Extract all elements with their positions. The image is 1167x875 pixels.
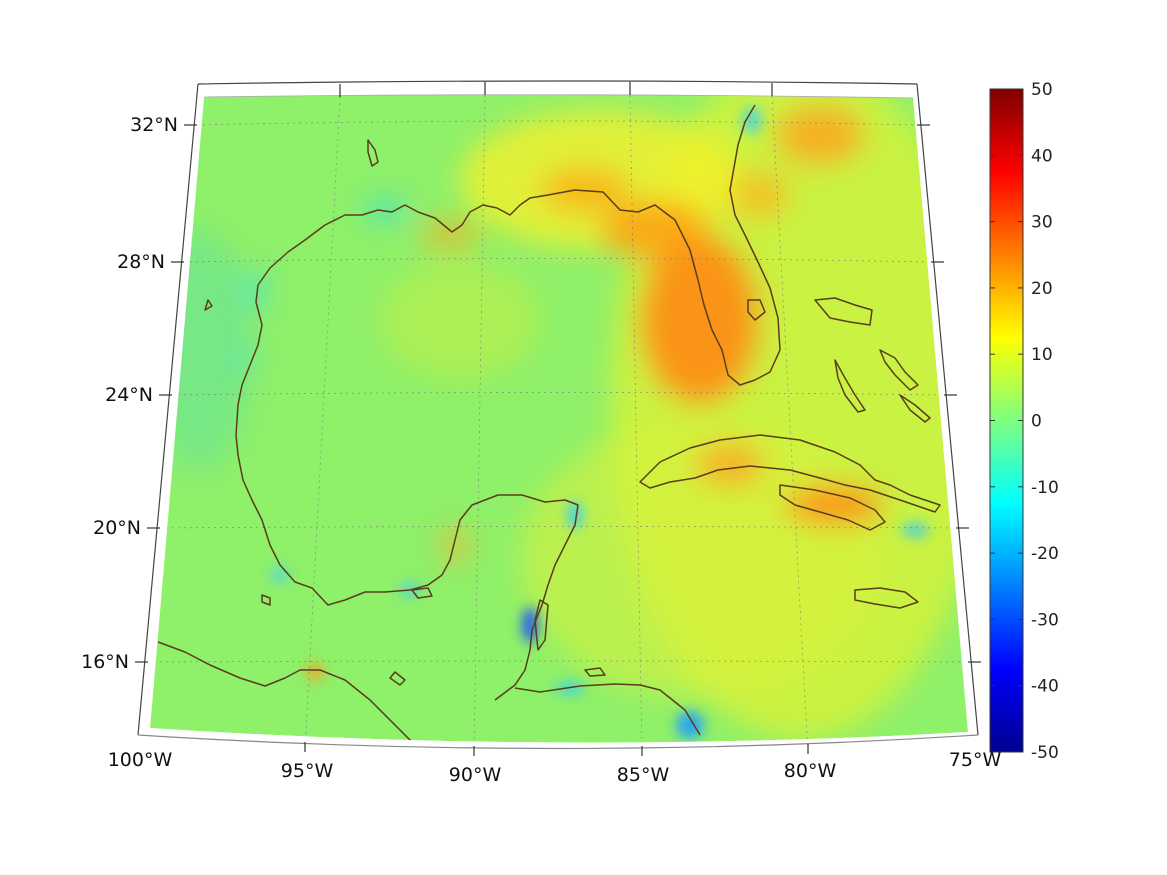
- colorbar-tick-label: 40: [1031, 146, 1053, 166]
- lat-label-24: 24°N: [105, 384, 153, 406]
- lat-label-16: 16°N: [81, 651, 129, 673]
- lon-label-80: 80°W: [784, 760, 837, 782]
- map-frame: [137, 80, 979, 750]
- lon-label-85: 85°W: [617, 764, 670, 786]
- tick-marks: [135, 82, 981, 756]
- field-layer: [150, 94, 968, 743]
- colorbar-tick-label: -50: [1031, 743, 1059, 763]
- colorbar-gradient: [989, 88, 1024, 753]
- colorbar-tick-label: -40: [1031, 677, 1059, 697]
- lat-label-20: 20°N: [93, 517, 141, 539]
- colorbar: 50 40 30 20 10 0 -10 -20 -30 -40 -50: [989, 80, 1059, 763]
- lat-label-32: 32°N: [130, 114, 178, 136]
- coastlines: [157, 104, 941, 743]
- lon-label-95: 95°W: [281, 760, 334, 782]
- lon-label-75: 75°W: [949, 749, 1002, 771]
- colorbar-tick-label: -10: [1031, 478, 1059, 498]
- colorbar-tick-label: 10: [1031, 345, 1053, 365]
- colorbar-tick-label: 30: [1031, 213, 1053, 233]
- graticule: [150, 94, 968, 743]
- lat-label-28: 28°N: [117, 251, 165, 273]
- lon-label-100: 100°W: [108, 749, 173, 771]
- colorbar-tick-label: 20: [1031, 279, 1053, 299]
- colorbar-tick-label: -30: [1031, 610, 1059, 630]
- colorbar-tick-label: 50: [1031, 80, 1053, 100]
- lon-label-90: 90°W: [449, 764, 502, 786]
- colorbar-tick-label: -20: [1031, 544, 1059, 564]
- colorbar-tick-label: 0: [1031, 412, 1042, 432]
- colorbar-ticks: 50 40 30 20 10 0 -10 -20 -30 -40 -50: [990, 80, 1059, 763]
